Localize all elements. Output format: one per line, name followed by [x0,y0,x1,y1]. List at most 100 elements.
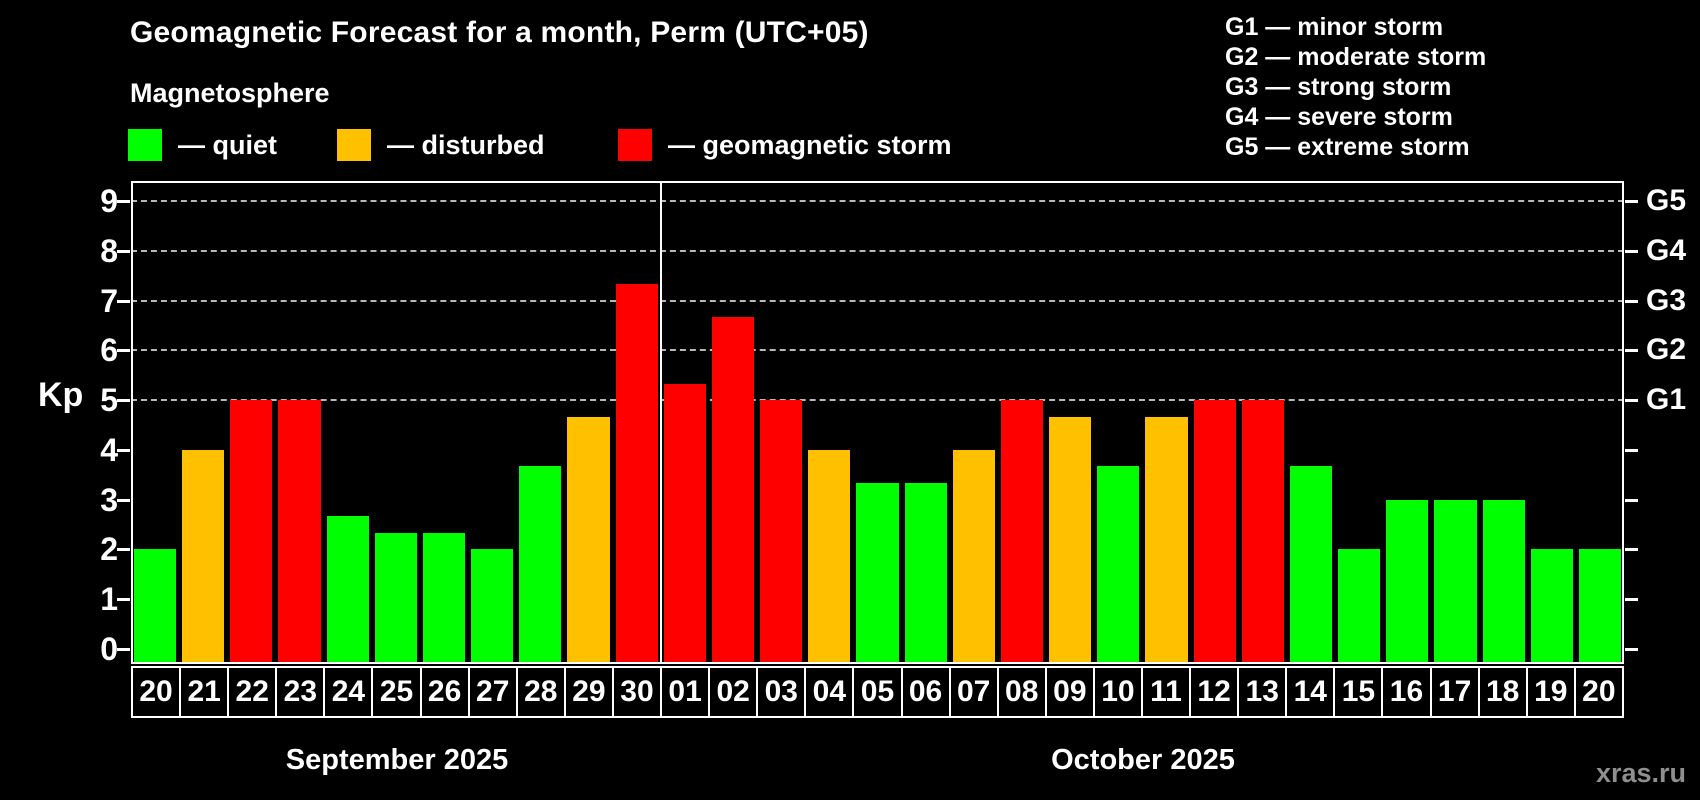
kp-bar-22 [230,400,273,664]
date-cell-20: 20 [131,666,182,718]
legend-label-storm: — geomagnetic storm [668,129,952,160]
y-tick-right-0 [1625,648,1638,652]
date-cell-23: 23 [275,666,326,718]
y-tick-right-9 [1625,199,1638,203]
date-cell-24: 24 [323,666,374,718]
kp-bar-15 [1338,549,1381,664]
date-cell-07: 07 [948,666,999,718]
kp-bar-09 [1049,416,1092,664]
date-cell-28: 28 [515,666,566,718]
kp-bar-12 [1193,400,1236,664]
kp-bar-19 [1530,549,1573,664]
kp-bar-01 [663,383,706,664]
kp-bar-10 [1097,466,1140,664]
page-title: Geomagnetic Forecast for a month, Perm (… [130,16,869,49]
date-cell-19: 19 [1525,666,1576,718]
kp-bar-21 [182,449,225,664]
kp-bar-06 [904,483,947,664]
y-tick-left-7 [117,299,130,303]
date-cell-06: 06 [900,666,951,718]
watermark: xras.ru [1595,758,1686,788]
date-cell-17: 17 [1429,666,1480,718]
y-tick-left-4 [117,448,130,452]
y-tick-left-8 [117,249,130,253]
kp-bar-04 [808,449,851,664]
y-tick-left-9 [117,199,130,203]
kp-bar-11 [1145,416,1188,664]
y-tick-right-2 [1625,548,1638,552]
date-cell-09: 09 [1044,666,1095,718]
kp-bar-26 [422,533,466,664]
date-cell-13: 13 [1237,666,1288,718]
kp-bar-05 [856,483,899,664]
y-tick-label-2: 2 [100,531,118,568]
legend-label-quiet: — quiet [178,129,277,160]
storm-scale-legend: G1 — minor storm G2 — moderate storm G3 — … [1225,12,1486,162]
y-tick-right-8 [1625,249,1638,253]
g-scale-label-g4: G4 [1646,233,1687,267]
kp-bar-24 [326,516,369,664]
date-cell-22: 22 [227,666,278,718]
quiet-swatch [128,129,162,161]
kp-bar-02 [711,316,755,664]
date-cell-04: 04 [804,666,855,718]
y-tick-label-7: 7 [100,282,118,319]
kp-bar-17 [1434,499,1477,664]
date-cell-27: 27 [467,666,518,718]
month-label-october: October 2025 [1051,744,1235,776]
date-cell-12: 12 [1189,666,1240,718]
gridline-kp5 [131,399,1624,402]
date-cell-14: 14 [1285,666,1336,718]
y-tick-right-6 [1625,349,1638,353]
kp-bar-27 [471,549,514,664]
g-scale-label-g5: G5 [1646,183,1687,217]
month-divider-line [659,181,662,664]
y-tick-left-3 [117,498,130,502]
date-cell-05: 05 [852,666,903,718]
storm-scale-line-g4: G4 — severe storm [1225,103,1453,131]
y-tick-label-9: 9 [100,182,118,219]
y-tick-right-4 [1625,448,1638,452]
y-tick-left-5 [117,399,130,403]
kp-bar-13 [1241,400,1284,664]
legend-label-disturbed: — disturbed [387,129,545,160]
y-tick-left-2 [117,548,130,552]
kp-bar-29 [567,416,610,664]
storm-scale-line-g5: G5 — extreme storm [1225,133,1470,161]
kp-bar-16 [1386,499,1429,664]
kp-bar-23 [278,400,321,664]
storm-scale-line-g1: G1 — minor storm [1225,13,1444,41]
gridline-kp6 [131,349,1624,352]
date-cell-25: 25 [371,666,422,718]
date-cell-21: 21 [179,666,230,718]
g-scale-label-g3: G3 [1646,283,1687,317]
kp-bar-28 [519,466,562,664]
storm-swatch [618,129,652,161]
disturbed-swatch [337,129,371,161]
date-cell-26: 26 [419,666,470,718]
y-tick-left-1 [117,598,130,602]
gridline-kp8 [131,249,1624,252]
y-tick-right-1 [1625,598,1638,602]
kp-bar-20 [1578,549,1621,664]
date-cell-16: 16 [1381,666,1432,718]
legend-item-quiet: — quiet [128,126,277,164]
storm-scale-line-g2: G2 — moderate storm [1225,43,1487,71]
date-cell-08: 08 [996,666,1047,718]
kp-bar-18 [1482,499,1525,664]
kp-bar-08 [1000,400,1044,664]
kp-bar-14 [1289,466,1333,664]
date-cell-01: 01 [660,666,711,718]
legend-item-storm: — geomagnetic storm [618,126,952,164]
date-cell-11: 11 [1140,666,1192,718]
month-label-september: September 2025 [285,744,509,776]
kp-bar-30 [615,284,658,664]
y-tick-left-6 [117,349,130,353]
g-scale-label-g2: G2 [1646,333,1687,367]
y-tick-label-6: 6 [100,332,118,369]
y-axis-title: Kp [38,376,84,414]
date-cell-18: 18 [1477,666,1528,718]
kp-bar-07 [952,449,995,664]
plot-area [117,181,1638,664]
kp-bar-20 [134,549,177,664]
